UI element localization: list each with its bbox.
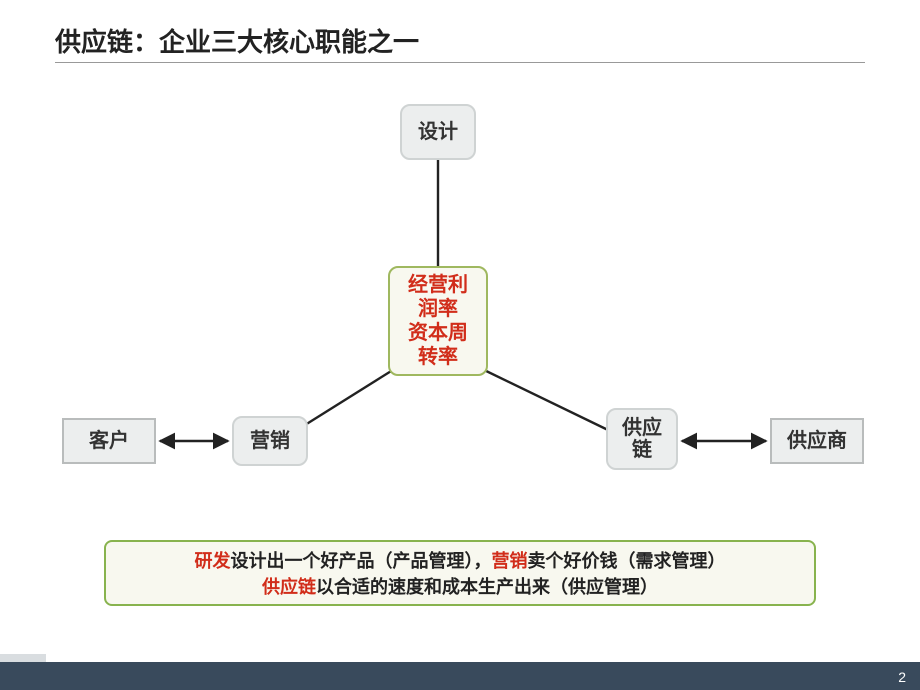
node-marketing-label: 营销 (250, 429, 290, 453)
node-customer-label: 客户 (89, 429, 129, 453)
node-center-line4: 转率 (418, 345, 458, 369)
caption-line2: 供应链以合适的速度和成本生产出来（供应管理） (262, 573, 658, 599)
node-design-label: 设计 (418, 120, 458, 144)
caption-l2-s0: 供应链 (262, 577, 316, 597)
footer-bar (0, 662, 920, 690)
caption-line1: 研发设计出一个好产品（产品管理），营销卖个好价钱（需求管理） (195, 547, 726, 573)
caption-l1-s0: 研发 (195, 551, 231, 571)
node-supplier-label: 供应商 (787, 429, 847, 453)
title-underline (55, 62, 865, 63)
side-tab (0, 654, 46, 662)
node-customer: 客户 (62, 418, 156, 464)
node-supply-line1: 供应 (622, 417, 662, 439)
page-title: 供应链：企业三大核心职能之一 (55, 22, 419, 59)
node-center: 经营利 润率 资本周 转率 (388, 266, 488, 376)
edge-center-supply (480, 368, 608, 430)
slide: 供应链：企业三大核心职能之一 设计 经营利 润率 资本周 转率 营销 供应 链 (0, 0, 920, 690)
caption-box: 研发设计出一个好产品（产品管理），营销卖个好价钱（需求管理） 供应链以合适的速度… (104, 540, 816, 606)
node-marketing: 营销 (232, 416, 308, 466)
caption-l1-s3: 卖个好价钱（需求管理） (528, 551, 726, 571)
caption-l1-s1: 设计出一个好产品（产品管理）， (231, 551, 492, 571)
node-design: 设计 (400, 104, 476, 160)
node-center-line1: 经营利 (408, 273, 468, 297)
node-supplier: 供应商 (770, 418, 864, 464)
node-center-line3: 资本周 (408, 321, 468, 345)
page-number: 2 (898, 669, 906, 685)
edge-center-marketing (305, 368, 396, 425)
node-supply: 供应 链 (606, 408, 678, 470)
node-center-line2: 润率 (418, 297, 458, 321)
caption-l1-s2: 营销 (492, 551, 528, 571)
node-supply-line2: 链 (632, 439, 652, 461)
caption-l2-s1: 以合适的速度和成本生产出来（供应管理） (316, 577, 658, 597)
